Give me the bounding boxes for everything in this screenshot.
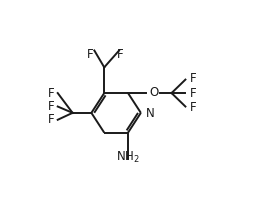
Text: F: F (189, 87, 196, 100)
Text: F: F (48, 87, 55, 100)
Text: F: F (189, 101, 196, 114)
Text: F: F (48, 113, 55, 126)
Text: F: F (87, 48, 94, 61)
Text: F: F (117, 48, 123, 61)
Text: F: F (48, 100, 55, 113)
Text: O: O (149, 86, 158, 99)
Text: F: F (189, 72, 196, 85)
Text: NH$_2$: NH$_2$ (116, 150, 140, 165)
Text: N: N (146, 107, 155, 120)
